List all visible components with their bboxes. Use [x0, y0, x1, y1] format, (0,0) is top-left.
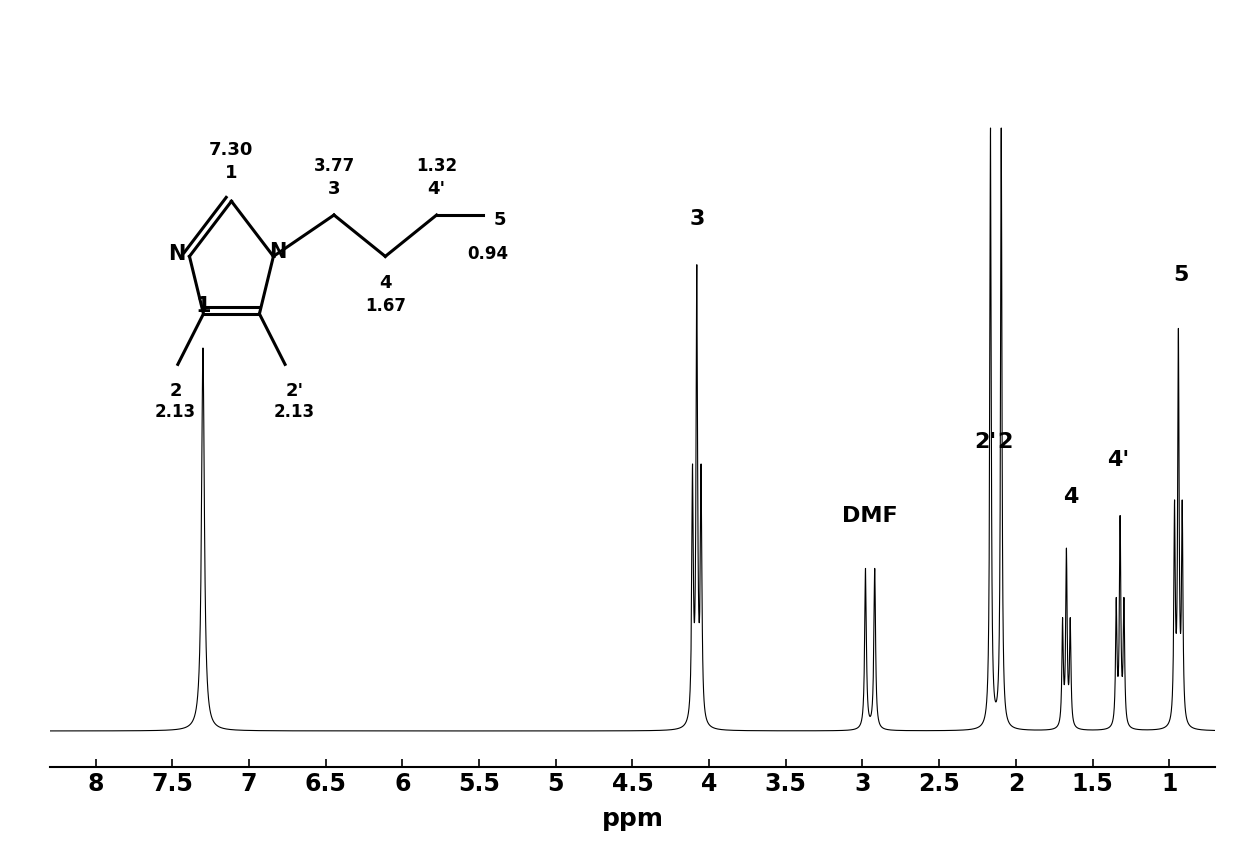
Text: 4: 4	[1064, 487, 1079, 507]
Text: 5: 5	[1173, 265, 1188, 285]
X-axis label: ppm: ppm	[601, 807, 663, 831]
Text: 1: 1	[195, 296, 211, 316]
Text: 2': 2'	[975, 432, 996, 452]
Text: DMF: DMF	[842, 506, 898, 526]
Text: 2: 2	[997, 432, 1013, 452]
Text: 3: 3	[689, 210, 704, 229]
Text: 4': 4'	[1107, 451, 1130, 470]
